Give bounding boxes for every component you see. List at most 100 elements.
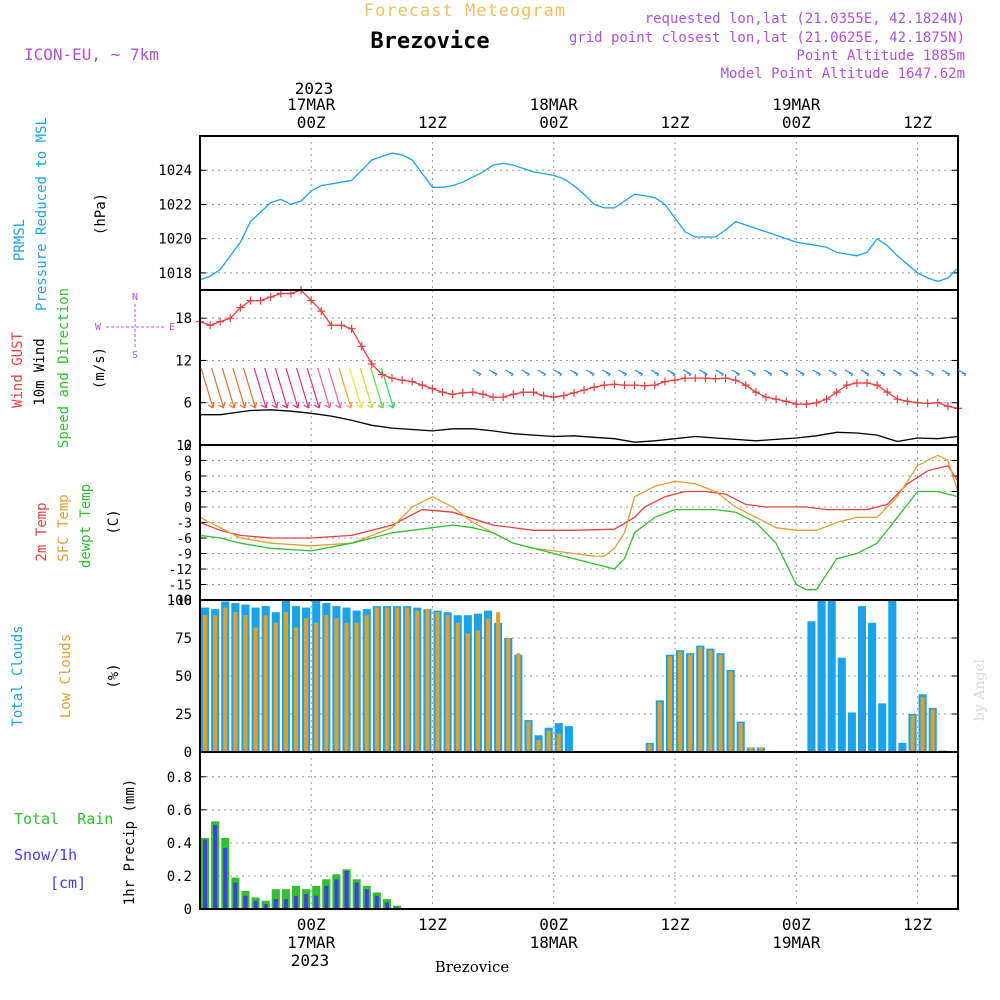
gust-marker bbox=[751, 388, 760, 397]
wind-arrow-icon bbox=[232, 367, 247, 409]
gust-marker bbox=[478, 390, 487, 399]
bar bbox=[485, 618, 491, 752]
bar bbox=[324, 885, 329, 909]
wind-arrow-icon bbox=[349, 367, 364, 409]
wind-arrow-icon bbox=[242, 367, 258, 409]
bar bbox=[475, 630, 480, 752]
bar bbox=[415, 610, 420, 752]
bar bbox=[304, 618, 309, 752]
bar bbox=[708, 650, 713, 752]
y-tick-label: 25 bbox=[175, 707, 192, 723]
bar bbox=[314, 895, 319, 909]
bar bbox=[263, 615, 268, 752]
bar bbox=[203, 839, 208, 909]
gust-marker bbox=[610, 380, 619, 389]
bar bbox=[364, 889, 369, 909]
wind-panel: 0 6 12 18 bbox=[175, 286, 967, 454]
bar bbox=[233, 882, 238, 909]
top-date-label: 19MAR bbox=[772, 95, 821, 114]
bar bbox=[435, 612, 440, 752]
wind-arrow-icon bbox=[731, 369, 741, 377]
gust-marker bbox=[216, 317, 225, 326]
wind-arrow-icon bbox=[504, 369, 514, 377]
footer-station: Brezovice bbox=[435, 958, 510, 976]
wind-arrow-icon bbox=[682, 369, 692, 377]
top-time-label: 00Z bbox=[782, 113, 811, 132]
y-tick-label: -18 bbox=[169, 594, 192, 609]
bar bbox=[273, 622, 278, 752]
bar bbox=[738, 723, 743, 752]
gust-marker bbox=[600, 381, 609, 390]
y-tick-label: 75 bbox=[175, 631, 192, 647]
wind-arrow-icon bbox=[957, 369, 967, 377]
bar bbox=[293, 627, 299, 752]
gust-marker bbox=[802, 400, 811, 409]
wind-arrow-icon bbox=[200, 367, 215, 409]
wind-arrow-icon bbox=[763, 369, 773, 377]
bar bbox=[888, 600, 897, 752]
bar bbox=[847, 712, 856, 752]
y-tick-label: 1022 bbox=[158, 197, 192, 213]
clouds-unit: (%) bbox=[106, 663, 122, 688]
y-tick-label: 12 bbox=[176, 439, 192, 454]
precip-label-rain: Total Rain bbox=[14, 810, 113, 828]
temp-label-dewpt: dewpt Temp bbox=[78, 484, 94, 568]
precip-unit: 1hr Precip (mm) bbox=[122, 779, 138, 905]
pressure-labels: PRMSL Pressure Reduced to MSL (hPa) bbox=[12, 117, 109, 311]
bottom-date-label: 19MAR bbox=[772, 933, 821, 952]
wind-arrow-icon bbox=[359, 367, 374, 409]
station-title: Brezovice bbox=[370, 29, 489, 54]
compass-s: S bbox=[132, 350, 138, 361]
gust-marker bbox=[913, 398, 922, 407]
gust-marker bbox=[943, 402, 952, 411]
wind-arrow-icon bbox=[715, 369, 724, 377]
gust-marker bbox=[721, 374, 730, 383]
top-time-label: 00Z bbox=[297, 113, 326, 132]
y-tick-label: 3 bbox=[184, 486, 192, 501]
bottom-time-label: 12Z bbox=[661, 915, 690, 934]
series-line bbox=[199, 152, 959, 283]
wind-arrow-icon bbox=[796, 369, 805, 377]
bar bbox=[898, 742, 907, 752]
y-tick-label: 0.4 bbox=[167, 836, 192, 852]
series-line bbox=[199, 289, 959, 410]
gust-marker bbox=[620, 381, 629, 390]
gust-marker bbox=[893, 395, 902, 404]
bar bbox=[354, 882, 359, 909]
bar bbox=[758, 747, 763, 752]
bar bbox=[546, 730, 551, 752]
y-tick-label: 0 bbox=[184, 745, 192, 761]
compass-icon: N S W E bbox=[95, 292, 175, 361]
gust-marker bbox=[933, 398, 942, 407]
gust-marker bbox=[691, 374, 700, 383]
gust-marker bbox=[883, 388, 892, 397]
gust-marker bbox=[731, 376, 740, 385]
bar bbox=[920, 697, 925, 752]
bar bbox=[465, 633, 470, 752]
wind-label-speed: Speed and Direction bbox=[56, 288, 72, 448]
compass-w: W bbox=[95, 322, 102, 333]
wind-arrow-icon bbox=[488, 369, 498, 377]
bar bbox=[425, 609, 430, 752]
y-tick-label: 9 bbox=[184, 455, 192, 470]
gust-marker bbox=[772, 395, 781, 404]
gust-marker bbox=[660, 377, 669, 386]
top-year: 2023 bbox=[295, 79, 334, 98]
bar bbox=[304, 894, 309, 909]
bottom-time-label: 00Z bbox=[297, 915, 326, 934]
bar bbox=[374, 895, 379, 909]
bar bbox=[837, 657, 846, 752]
bottom-time-label: 12Z bbox=[903, 915, 932, 934]
bottom-date-label: 17MAR bbox=[287, 933, 336, 952]
y-tick-label: 18 bbox=[175, 311, 192, 327]
bar bbox=[203, 615, 208, 752]
pressure-unit: (hPa) bbox=[93, 193, 109, 235]
y-tick-label: 0 bbox=[184, 501, 192, 516]
wind-arrow-icon bbox=[650, 369, 660, 377]
gust-marker bbox=[792, 400, 801, 409]
temp-label-sfc: SFC Temp bbox=[56, 494, 72, 561]
temp-labels: 2m Temp SFC Temp dewpt Temp (C) bbox=[34, 484, 122, 568]
wind-arrow-icon bbox=[876, 369, 886, 377]
gust-marker bbox=[903, 397, 912, 406]
gust-marker bbox=[388, 374, 397, 383]
